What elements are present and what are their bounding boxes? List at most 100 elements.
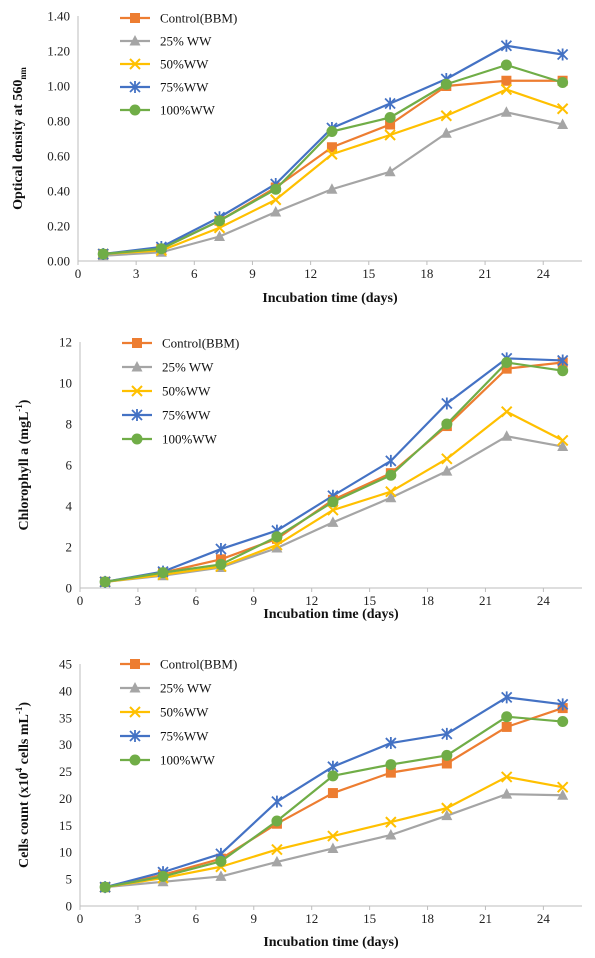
data-point — [384, 129, 396, 141]
y-tick-label: 25 — [59, 764, 72, 779]
y-tick-label: 1.20 — [47, 44, 70, 59]
x-tick-label: 12 — [304, 266, 317, 281]
x-tick-label: 6 — [191, 266, 198, 281]
x-tick-label: 18 — [421, 911, 434, 926]
x-tick-label: 3 — [135, 911, 142, 926]
legend-label: 75%WW — [160, 729, 209, 744]
data-point — [215, 543, 227, 556]
legend-entry: 100%WW — [120, 103, 216, 118]
x-axis-title: Incubation time (days) — [262, 291, 398, 306]
data-point — [501, 357, 513, 368]
data-point — [215, 855, 227, 867]
data-point — [500, 59, 512, 71]
y-tick-label: 0 — [66, 581, 73, 596]
data-point — [271, 795, 283, 808]
data-point — [501, 691, 513, 704]
series-4 — [99, 711, 569, 893]
y-tick-label: 0.40 — [47, 184, 70, 199]
x-tick-label: 21 — [479, 266, 492, 281]
legend-swatch-marker — [131, 361, 143, 372]
data-point — [326, 183, 338, 194]
legend-entry: Control(BBM) — [120, 11, 237, 26]
chart-chlorophyll: 0 2 4 6 8 10 12 0 3 6 9 12 15 18 21 24 Incubation time (… — [0, 320, 595, 625]
legend-entry: 100%WW — [120, 753, 216, 768]
legend-entry: 50%WW — [122, 384, 211, 399]
x-tick-label: 9 — [251, 593, 258, 608]
data-point — [385, 737, 397, 750]
x-axis-title: Incubation time (days) — [263, 607, 399, 622]
data-point — [557, 365, 569, 377]
legend-label: Control(BBM) — [160, 11, 237, 26]
y-tick-label: 0.80 — [47, 114, 70, 129]
legend-swatch-marker — [131, 433, 143, 445]
data-point — [215, 558, 227, 570]
x-tick-label: 24 — [537, 593, 551, 608]
legend-swatch-marker — [129, 35, 141, 46]
data-point — [556, 781, 569, 793]
legend-swatch-marker — [129, 706, 141, 718]
data-point — [384, 97, 396, 110]
data-point — [270, 183, 282, 195]
legend-swatch-marker — [129, 58, 141, 70]
legend-entry: 50%WW — [120, 705, 209, 720]
legend-entry: 50%WW — [120, 57, 209, 72]
y-axis-title: Cells count (x104 cells mL-1) — [14, 702, 32, 868]
legend-label: 50%WW — [162, 384, 211, 399]
data-point — [214, 230, 226, 241]
x-tick-label: 15 — [363, 911, 376, 926]
series-2 — [99, 405, 569, 588]
data-point — [441, 453, 453, 465]
data-point — [385, 759, 397, 771]
y-axis-title: Chlorophyll a (mgL-1) — [14, 399, 32, 530]
y-tick-label: 0 — [66, 899, 73, 914]
x-tick-label: 18 — [420, 266, 433, 281]
data-point — [557, 354, 569, 367]
legend-swatch-marker — [130, 659, 140, 669]
x-tick-label: 9 — [251, 911, 258, 926]
chart-cells-count: 0 5 10 15 20 25 30 35 40 45 0 3 6 9 12 15 18 21 24 Incubati… — [0, 640, 595, 958]
data-point — [440, 110, 453, 122]
data-point — [441, 802, 453, 814]
data-point — [327, 830, 339, 842]
data-point — [326, 126, 338, 137]
data-point — [556, 434, 569, 447]
x-tick-label: 15 — [362, 266, 375, 281]
data-point — [501, 363, 512, 374]
y-tick-label: 40 — [59, 683, 72, 698]
data-point — [385, 454, 397, 467]
data-point — [271, 531, 283, 543]
y-tick-label: 2 — [66, 540, 73, 555]
y-tick-label: 5 — [66, 872, 73, 887]
x-tick-label: 21 — [479, 593, 492, 608]
legend-entry: 25% WW — [120, 34, 212, 49]
y-tick-label: 10 — [59, 376, 72, 391]
data-point — [327, 788, 338, 799]
y-tick-label: 30 — [59, 737, 72, 752]
chart-cells-count-svg: 0 5 10 15 20 25 30 35 40 45 0 3 6 9 12 15 18 21 24 Incubati… — [14, 657, 582, 950]
x-tick-label: 12 — [305, 593, 318, 608]
legend-entry: Control(BBM) — [120, 657, 237, 672]
legend-label: 75%WW — [160, 80, 209, 95]
x-tick-label: 15 — [363, 593, 376, 608]
data-point — [501, 711, 513, 723]
legend-label: 75%WW — [162, 408, 211, 423]
data-point — [501, 75, 512, 86]
data-point — [327, 496, 339, 508]
data-point — [157, 870, 169, 882]
data-point — [441, 397, 453, 410]
legend-label: Control(BBM) — [162, 336, 239, 351]
data-point — [501, 430, 513, 441]
y-axis-title: Optical density at 560nm — [11, 67, 28, 210]
data-point — [385, 829, 397, 840]
data-point — [385, 469, 397, 481]
data-point — [557, 118, 569, 129]
data-point — [271, 539, 283, 551]
data-point — [385, 485, 397, 498]
y-tick-label: 1.00 — [47, 79, 70, 94]
data-point — [557, 77, 569, 88]
data-point — [157, 567, 169, 579]
x-tick-label: 0 — [75, 266, 82, 281]
data-point — [271, 815, 283, 827]
legend-label: 25% WW — [160, 34, 212, 49]
data-point — [326, 142, 337, 153]
